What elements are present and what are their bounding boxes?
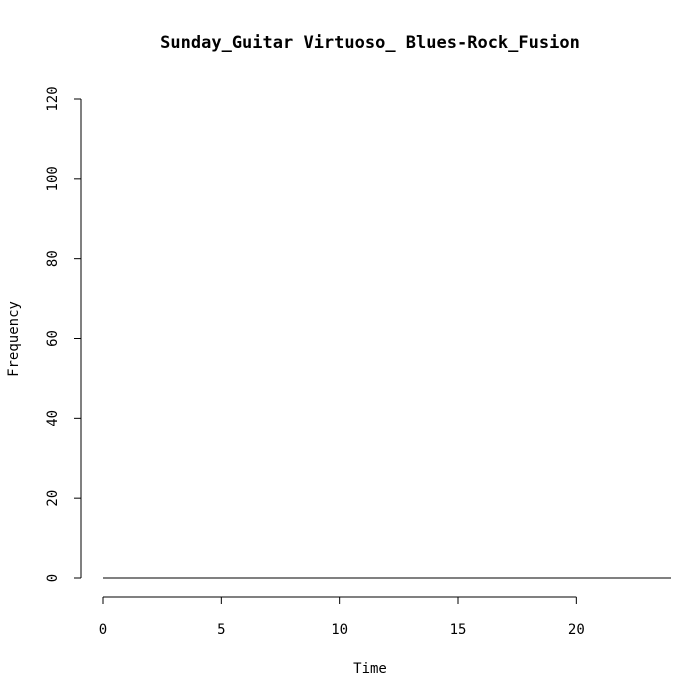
x-tick-label: 0 [99, 622, 107, 638]
y-tick-label: 60 [45, 330, 61, 347]
x-axis-ticks: 0 5 10 15 20 [99, 597, 585, 638]
y-tick-label: 120 [45, 86, 61, 111]
x-tick-label: 20 [568, 622, 585, 638]
y-axis-title: Frequency [6, 301, 22, 377]
y-tick-label: 40 [45, 410, 61, 427]
x-tick-label: 15 [450, 622, 467, 638]
x-tick-label: 5 [217, 622, 225, 638]
y-tick-label: 80 [45, 250, 61, 267]
y-axis-ticks: 0 20 40 60 80 100 120 [45, 86, 81, 582]
x-tick-label: 10 [331, 622, 348, 638]
y-tick-label: 100 [45, 166, 61, 191]
y-tick-label: 20 [45, 490, 61, 507]
y-tick-label: 0 [45, 574, 61, 582]
chart-title: Sunday_Guitar Virtuoso_ Blues-Rock_Fusio… [160, 33, 580, 53]
x-axis-title: Time [353, 661, 387, 677]
